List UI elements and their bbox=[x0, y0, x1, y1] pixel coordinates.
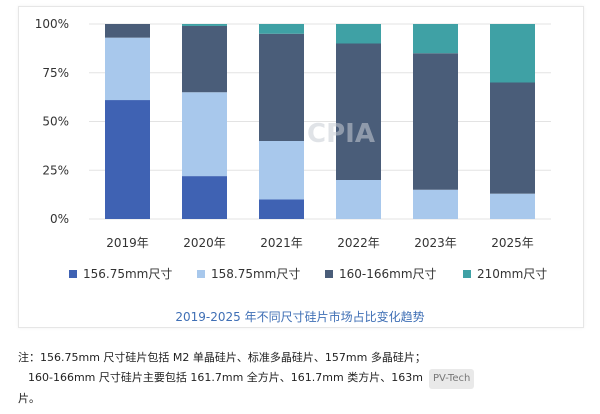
bar-segment bbox=[336, 180, 381, 219]
x-tick-label: 2025年 bbox=[491, 236, 534, 250]
y-axis: 0% 25% 50% 75% 100% bbox=[35, 17, 69, 226]
bar-segment bbox=[182, 25, 227, 93]
bar-segment bbox=[182, 92, 227, 177]
note-text-2: 160-166mm 尺寸硅片主要包括 161.7mm 全方片、161.7mm 类… bbox=[28, 371, 423, 384]
pvtech-watermark: PV-Tech bbox=[428, 369, 475, 389]
y-tick-label: 25% bbox=[42, 163, 69, 177]
y-tick-label: 50% bbox=[42, 115, 69, 129]
legend-label: 156.75mm尺寸 bbox=[83, 267, 172, 281]
x-axis: 2019年 2020年 2021年 2022年 2023年 2025年 bbox=[106, 236, 534, 250]
bar-segment bbox=[182, 24, 227, 26]
bar-segment bbox=[490, 193, 535, 219]
bar-segment bbox=[336, 43, 381, 180]
y-tick-label: 75% bbox=[42, 66, 69, 80]
bar-segment bbox=[105, 24, 150, 38]
bar-segment bbox=[413, 53, 458, 190]
x-tick-label: 2023年 bbox=[414, 236, 457, 250]
note-line-1: 注：156.75mm 尺寸硅片包括 M2 单晶硅片、标准多晶硅片、157mm 多… bbox=[18, 348, 588, 368]
bar-segment bbox=[490, 24, 535, 83]
legend-swatch bbox=[325, 270, 333, 278]
x-tick-label: 2019年 bbox=[106, 236, 149, 250]
legend-swatch bbox=[69, 270, 77, 278]
bar-segment bbox=[105, 100, 150, 219]
y-tick-label: 100% bbox=[35, 17, 69, 31]
x-tick-label: 2021年 bbox=[260, 236, 303, 250]
legend-label: 210mm尺寸 bbox=[477, 267, 547, 281]
legend-swatch bbox=[463, 270, 471, 278]
bar-segment bbox=[259, 33, 304, 141]
legend-swatch bbox=[197, 270, 205, 278]
chart-title: 2019-2025 年不同尺寸硅片市场占比变化趋势 bbox=[175, 310, 425, 324]
bar-segment bbox=[259, 199, 304, 219]
bar-segment bbox=[105, 37, 150, 101]
x-tick-label: 2022年 bbox=[337, 236, 380, 250]
bar-segment bbox=[259, 24, 304, 34]
note-line-2: 160-166mm 尺寸硅片主要包括 161.7mm 全方片、161.7mm 类… bbox=[18, 368, 588, 389]
bar-segment bbox=[182, 176, 227, 219]
y-tick-label: 0% bbox=[50, 212, 69, 226]
note-text-3: 片。 bbox=[18, 392, 40, 405]
legend-label: 158.75mm尺寸 bbox=[211, 267, 300, 281]
bar-segment bbox=[336, 24, 381, 44]
chart-card: 0% 25% 50% 75% 100% 2019年 2020年 2021年 2022年 2023… bbox=[18, 6, 584, 328]
watermark: CPIA bbox=[307, 119, 375, 149]
note-prefix: 注： bbox=[18, 351, 40, 364]
bar-segment bbox=[259, 141, 304, 200]
grid bbox=[89, 23, 551, 220]
bar-segment bbox=[413, 24, 458, 54]
bar-segment bbox=[490, 82, 535, 194]
stacked-bar-chart: 0% 25% 50% 75% 100% 2019年 2020年 2021年 2022年 2023… bbox=[35, 17, 551, 281]
notes: 注：156.75mm 尺寸硅片包括 M2 单晶硅片、标准多晶硅片、157mm 多… bbox=[18, 348, 588, 409]
note-line-3: 片。 bbox=[18, 389, 588, 409]
bar-segment bbox=[413, 189, 458, 219]
note-text-1: 156.75mm 尺寸硅片包括 M2 单晶硅片、标准多晶硅片、157mm 多晶硅… bbox=[40, 351, 426, 364]
bars bbox=[105, 24, 535, 219]
legend-label: 160-166mm尺寸 bbox=[339, 267, 437, 281]
x-tick-label: 2020年 bbox=[183, 236, 226, 250]
legend: 156.75mm尺寸 158.75mm尺寸 160-166mm尺寸 210mm尺寸 bbox=[69, 267, 547, 281]
